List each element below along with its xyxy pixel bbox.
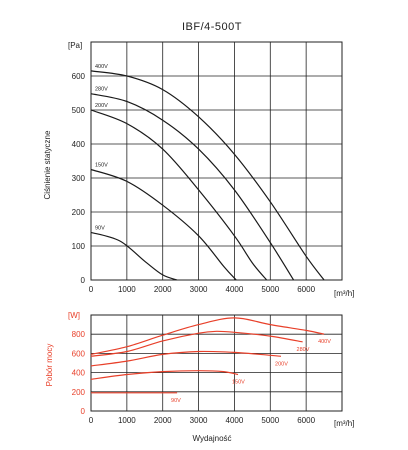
pressure-y-tick-label: 600	[72, 72, 86, 81]
power-panel: [W] [m³/h] Pobór mocy Wydajność 0 1000 200…	[45, 311, 354, 443]
pressure-plot-frame	[90, 41, 343, 281]
power-curve-150v	[90, 370, 239, 380]
pressure-curve-280v	[90, 93, 295, 281]
chart-title: IBF/4-500T	[182, 21, 242, 33]
pressure-x-tick-label: 5000	[261, 285, 279, 294]
pressure-x-tick-label: 1000	[118, 285, 136, 294]
pressure-curve-200v	[90, 109, 268, 281]
power-x-tick-label: 4000	[226, 416, 244, 425]
power-x-tick-label: 6000	[297, 416, 315, 425]
pressure-x-tick-label: 2000	[154, 285, 172, 294]
pressure-curve-400v	[90, 70, 325, 281]
power-y-tick-label: 200	[72, 388, 86, 397]
pressure-x-tick-label: 6000	[297, 285, 315, 294]
pressure-x-tick-label: 3000	[190, 285, 208, 294]
power-y-tick-label: 400	[72, 369, 86, 378]
power-series-label-90v: 90V	[171, 398, 181, 404]
pressure-y-tick-label: 0	[81, 276, 86, 285]
power-x-tick-label: 3000	[190, 416, 208, 425]
pressure-curve-90v	[90, 231, 178, 281]
pressure-y-tick-label: 300	[72, 174, 86, 183]
pressure-series-label-280v: 280V	[95, 87, 108, 93]
pressure-y-unit: [Pa]	[68, 41, 82, 50]
power-series-label-280v: 280V	[297, 347, 310, 353]
x-axis-label: Wydajność	[192, 434, 231, 443]
power-x-tick-label: 1000	[118, 416, 136, 425]
power-series-label-400v: 400V	[318, 339, 331, 345]
pressure-curve-150v	[90, 168, 237, 281]
power-y-label: Pobór mocy	[45, 344, 54, 387]
pressure-y-tick-label: 200	[72, 208, 86, 217]
power-x-unit: [m³/h]	[334, 419, 354, 428]
pressure-series-label-150v: 150V	[95, 163, 108, 169]
power-series-label-150v: 150V	[232, 380, 245, 386]
pressure-x-tick-label: 4000	[226, 285, 244, 294]
pressure-y-label: Ciśnienie statyczne	[43, 130, 52, 199]
pressure-y-tick-label: 400	[72, 140, 86, 149]
pressure-x-tick-label: 0	[89, 285, 94, 294]
pressure-series-label-200v: 200V	[95, 103, 108, 109]
pressure-y-tick-label: 500	[72, 106, 86, 115]
pressure-panel: [Pa] [m³/h] Ciśnienie statyczne 0 1000 200…	[43, 41, 354, 298]
power-x-tick-label: 0	[89, 416, 94, 425]
power-plot-frame	[90, 314, 343, 412]
power-curve-280v	[90, 330, 303, 357]
pressure-x-unit: [m³/h]	[334, 289, 354, 298]
power-x-tick-label: 5000	[261, 416, 279, 425]
power-x-tick-label: 2000	[154, 416, 172, 425]
power-y-unit: [W]	[68, 311, 80, 320]
power-y-tick-label: 600	[72, 349, 86, 358]
pressure-series-label-90v: 90V	[95, 225, 105, 231]
power-y-tick-label: 0	[81, 407, 86, 416]
power-y-tick-label: 800	[72, 330, 86, 339]
power-curve-400v	[90, 317, 325, 355]
power-series-label-200v: 200V	[275, 361, 288, 367]
pressure-y-tick-label: 100	[72, 242, 86, 251]
pressure-series-label-400v: 400V	[95, 64, 108, 70]
power-curve-200v	[90, 350, 282, 367]
